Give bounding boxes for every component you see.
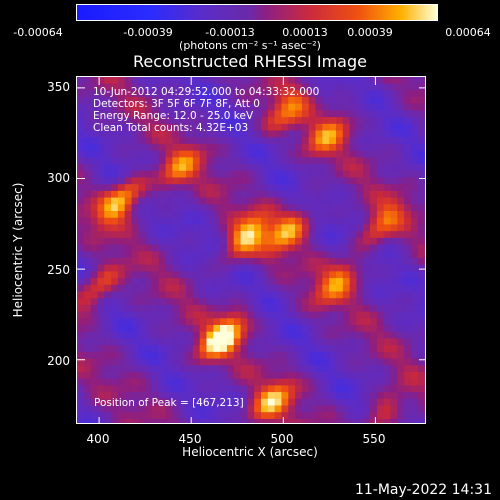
colorbar-tick: 0.00064: [445, 26, 491, 39]
timestamp: 11-May-2022 14:31: [354, 482, 492, 498]
axis-ticks: [77, 77, 425, 423]
colorbar-tick: -0.00064: [13, 26, 63, 39]
y-tick-label: 300: [47, 171, 70, 185]
y-tick-label: 350: [47, 80, 70, 94]
x-axis-label: Heliocentric X (arcsec): [182, 445, 318, 459]
annotation-time: 10-Jun-2012 04:29:52.000 to 04:33:32.000: [93, 86, 320, 98]
annotation-energy: Energy Range: 12.0 - 25.0 keV: [93, 110, 254, 122]
plot-area: 10-Jun-2012 04:29:52.000 to 04:33:32.000…: [76, 76, 426, 424]
colorbar-tick: 0.00039: [347, 26, 393, 39]
colorbar-tick: -0.00039: [123, 26, 173, 39]
colorbar-ticks: -0.00064 -0.00039 -0.00013 0.00013 0.000…: [0, 0, 500, 40]
y-tick-label: 250: [47, 263, 70, 277]
colorbar-tick: 0.00013: [282, 26, 328, 39]
colorbar: [76, 4, 438, 21]
annotation-peak: Position of Peak = [467,213]: [94, 397, 244, 409]
x-tick-label: 550: [362, 432, 386, 446]
annotation-counts: Clean Total counts: 4.32E+03: [93, 122, 249, 134]
colorbar-tick: -0.00013: [205, 26, 255, 39]
x-tick-label: 450: [178, 432, 202, 446]
y-axis-label: Heliocentric Y (arcsec): [11, 182, 25, 318]
heatmap-cells: [77, 77, 425, 423]
y-tick-label: 200: [47, 354, 70, 368]
x-tick-label: 400: [86, 432, 110, 446]
chart-title: Reconstructed RHESSI Image: [133, 52, 367, 71]
annotation-detectors: Detectors: 3F 5F 6F 7F 8F, Att 0: [93, 98, 260, 110]
x-tick-label: 500: [270, 432, 294, 446]
colorbar-units: (photons cm⁻² s⁻¹ asec⁻²): [179, 39, 321, 52]
heatmap-image: [77, 77, 425, 423]
